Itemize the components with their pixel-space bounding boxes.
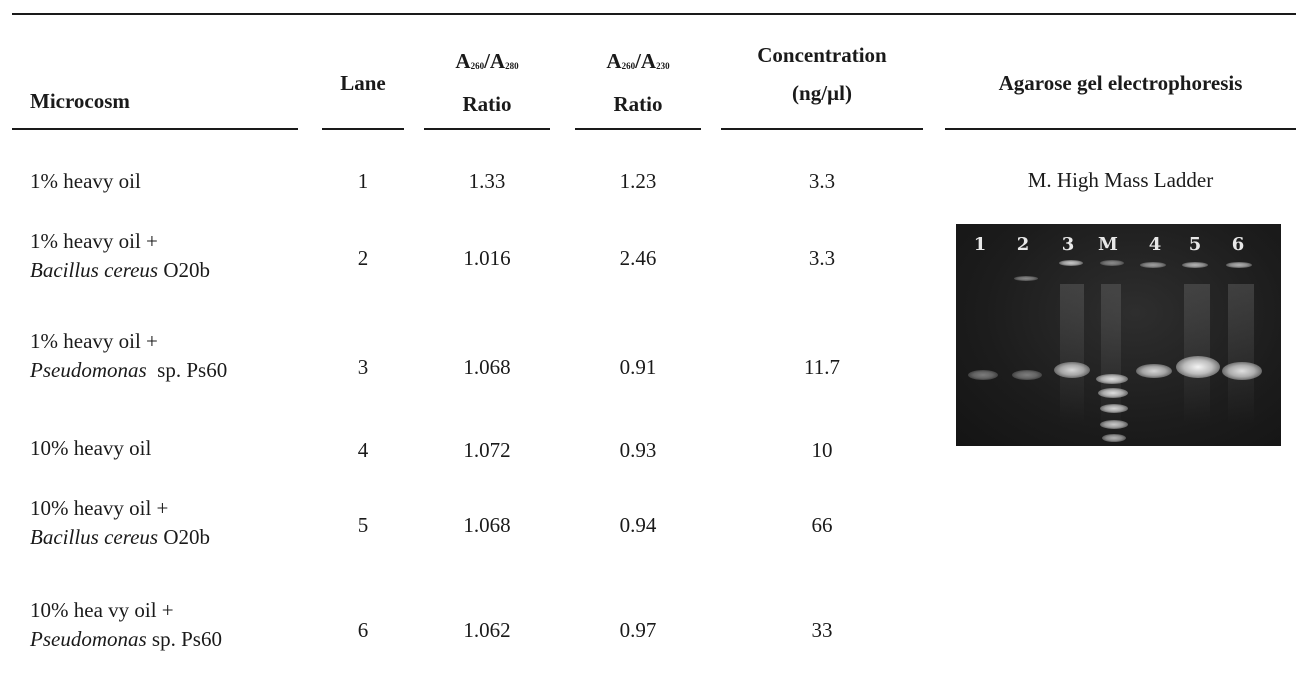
row-5-strain: O20b <box>158 525 211 549</box>
gel-ladder-band-5 <box>1102 434 1126 442</box>
gel-band-lane-5 <box>1176 356 1220 378</box>
row-2-a260-a280: 1.016 <box>463 246 511 270</box>
row-4-microcosm: 10% heavy oil <box>30 434 300 463</box>
row-1-lane: 1 <box>357 169 369 193</box>
row-6-strain: sp. Ps60 <box>146 627 222 651</box>
row-6-species: Pseudomonas <box>30 627 147 651</box>
gel-lane-label-6: 6 <box>1231 234 1245 255</box>
gel-well-6 <box>1226 262 1252 268</box>
gel-lane-label-5: 5 <box>1188 234 1202 255</box>
header-rule-lane <box>322 128 404 130</box>
row-1-microcosm-line1: 1% heavy oil <box>30 169 141 193</box>
header-rule-gel <box>945 128 1296 130</box>
row-2-microcosm: 1% heavy oil + Bacillus cereus O20b <box>30 227 320 285</box>
gel-band-lane-1 <box>968 370 998 380</box>
table-top-rule <box>12 13 1296 15</box>
header-rule-microcosm <box>12 128 298 130</box>
header-a260-a280-label: A260/A280 <box>455 49 519 73</box>
row-3-species: Pseudomonas <box>30 358 147 382</box>
row-1-a260-a280: 1.33 <box>468 169 506 193</box>
row-1-a260-a230: 1.23 <box>619 169 657 193</box>
gel-image: 1 2 3 M 4 5 6 <box>956 224 1281 446</box>
row-4-a260-a230: 0.93 <box>619 438 657 462</box>
row-2-microcosm-line1: 1% heavy oil + <box>30 229 158 253</box>
row-3-a260-a230: 0.91 <box>619 355 657 379</box>
header-rule-a260-a280 <box>424 128 550 130</box>
row-4-a260-a280: 1.072 <box>463 438 511 462</box>
row-2-strain: O20b <box>158 258 211 282</box>
gel-band-lane-6 <box>1222 362 1262 380</box>
gel-well-4 <box>1140 262 1166 268</box>
row-5-concentration: 66 <box>811 513 833 537</box>
gel-band-lane-2 <box>1012 370 1042 380</box>
header-a260-a230-ratio-word: Ratio <box>613 92 663 116</box>
gel-smear-5 <box>1184 284 1210 424</box>
row-6-concentration: 33 <box>811 618 833 642</box>
gel-lane-label-1: 1 <box>973 234 987 255</box>
row-4-concentration: 10 <box>811 438 833 462</box>
header-a260-a280-ratio-word: Ratio <box>462 92 512 116</box>
row-5-microcosm-organism: Bacillus cereus O20b <box>30 523 320 552</box>
gel-lane-label-m: M <box>1098 234 1118 255</box>
row-3-concentration: 11.7 <box>804 355 840 379</box>
row-1-microcosm: 1% heavy oil <box>30 167 300 196</box>
row-4-lane: 4 <box>357 438 369 462</box>
gel-ladder-band-4 <box>1100 420 1128 429</box>
row-6-a260-a230: 0.97 <box>619 618 657 642</box>
row-6-a260-a280: 1.062 <box>463 618 511 642</box>
header-microcosm: Microcosm <box>30 89 130 113</box>
row-5-microcosm-line1: 10% heavy oil + <box>30 496 169 520</box>
header-agarose-gel: Agarose gel electrophoresis <box>998 71 1243 95</box>
header-concentration-unit: (ng/µl) <box>792 81 852 105</box>
row-2-concentration: 3.3 <box>808 246 836 270</box>
header-a260-a230-ratio: A260/A230 Ratio <box>575 42 701 123</box>
gel-lane-label-3: 3 <box>1061 234 1075 255</box>
row-3-a260-a280: 1.068 <box>463 355 511 379</box>
row-5-lane: 5 <box>357 513 369 537</box>
row-2-lane: 2 <box>357 246 369 270</box>
gel-ladder-band-3 <box>1100 404 1128 413</box>
header-concentration: Concentration (ng/µl) <box>721 36 923 112</box>
row-3-microcosm: 1% heavy oil + Pseudomonas sp. Ps60 <box>30 327 320 385</box>
gel-well-3 <box>1059 260 1083 266</box>
gel-lane-label-4: 4 <box>1148 234 1162 255</box>
row-3-lane: 3 <box>357 355 369 379</box>
row-4-microcosm-line1: 10% heavy oil <box>30 436 152 460</box>
gel-well-5 <box>1182 262 1208 268</box>
row-2-microcosm-organism: Bacillus cereus O20b <box>30 256 320 285</box>
header-rule-a260-a230 <box>575 128 701 130</box>
header-rule-concentration <box>721 128 923 130</box>
header-lane: Lane <box>340 71 386 95</box>
gel-well-m <box>1100 260 1124 266</box>
row-6-microcosm-organism: Pseudomonas sp. Ps60 <box>30 625 320 654</box>
row-3-microcosm-line1: 1% heavy oil + <box>30 329 158 353</box>
row-2-a260-a230: 2.46 <box>619 246 657 270</box>
row-5-a260-a230: 0.94 <box>619 513 657 537</box>
row-5-species: Bacillus cereus <box>30 525 159 549</box>
gel-band-lane-4 <box>1136 364 1172 378</box>
row-2-species: Bacillus cereus <box>30 258 159 282</box>
gel-smear-3 <box>1060 284 1084 424</box>
row-6-microcosm: 10% hea vy oil + Pseudomonas sp. Ps60 <box>30 596 320 654</box>
row-6-microcosm-line1: 10% hea vy oil + <box>30 598 174 622</box>
row-5-a260-a280: 1.068 <box>463 513 511 537</box>
gel-smear-6 <box>1228 284 1254 424</box>
header-a260-a280-ratio: A260/A280 Ratio <box>424 42 550 123</box>
gel-ladder-band-2 <box>1098 388 1128 398</box>
gel-band-lane-3 <box>1054 362 1090 378</box>
header-a260-a230-label: A260/A230 <box>606 49 670 73</box>
row-3-strain: sp. Ps60 <box>146 358 228 382</box>
row-3-microcosm-organism: Pseudomonas sp. Ps60 <box>30 356 320 385</box>
row-1-concentration: 3.3 <box>808 169 836 193</box>
row-5-microcosm: 10% heavy oil + Bacillus cereus O20b <box>30 494 320 552</box>
row-6-lane: 6 <box>357 618 369 642</box>
gel-well-2 <box>1014 276 1038 281</box>
gel-lane-label-2: 2 <box>1016 234 1030 255</box>
gel-ladder-band-1 <box>1096 374 1128 384</box>
gel-ladder-caption: M. High Mass Ladder <box>1027 168 1214 192</box>
header-concentration-label: Concentration <box>757 43 887 67</box>
